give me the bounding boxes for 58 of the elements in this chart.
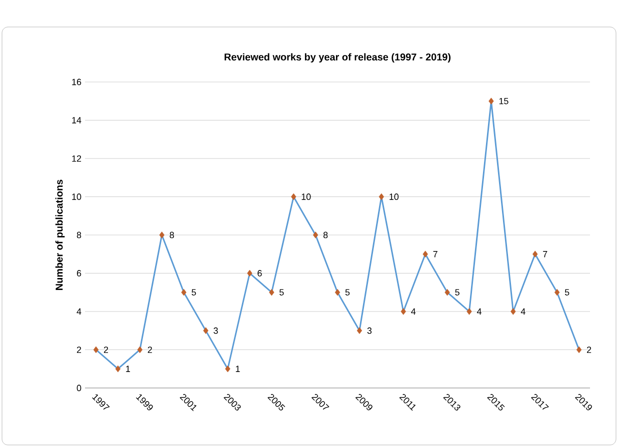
point bbox=[532, 250, 538, 258]
data-label: 5 bbox=[455, 289, 460, 296]
data-label: 8 bbox=[170, 232, 174, 238]
point bbox=[159, 232, 164, 238]
point bbox=[422, 250, 428, 258]
data-label: 10 bbox=[302, 194, 311, 200]
data-label: 2 bbox=[148, 346, 152, 353]
point bbox=[444, 288, 450, 296]
data-label: 5 bbox=[280, 289, 284, 296]
point bbox=[356, 327, 362, 334]
data-label: 4 bbox=[520, 308, 526, 315]
y-tick-label: 8 bbox=[76, 232, 82, 238]
data-label: 5 bbox=[564, 289, 570, 296]
y-tick-label: 0 bbox=[76, 384, 82, 392]
data-label: 15 bbox=[499, 98, 508, 104]
point bbox=[576, 346, 582, 354]
data-label: 4 bbox=[411, 308, 416, 315]
point bbox=[225, 365, 230, 372]
x-tick-label: 1997 bbox=[92, 394, 110, 410]
data-label: 1 bbox=[236, 366, 240, 372]
data-label: 6 bbox=[258, 270, 262, 276]
y-tick-label: 12 bbox=[72, 155, 82, 162]
data-label: 2 bbox=[586, 346, 592, 353]
y-tick-label: 16 bbox=[72, 78, 82, 86]
y-tick-label: 2 bbox=[76, 346, 82, 353]
point bbox=[334, 288, 340, 296]
point bbox=[378, 193, 384, 200]
point bbox=[488, 98, 494, 104]
point bbox=[247, 270, 252, 277]
point bbox=[137, 346, 142, 354]
point bbox=[115, 365, 121, 372]
point bbox=[181, 288, 186, 296]
data-label: 10 bbox=[390, 194, 399, 200]
y-tick-label: 10 bbox=[72, 194, 82, 200]
point bbox=[93, 346, 99, 354]
chart-title: Reviewed works by year of release (1997 - 2019) bbox=[224, 53, 451, 62]
data-label: 5 bbox=[192, 289, 196, 296]
point bbox=[203, 327, 208, 334]
data-label: 3 bbox=[367, 327, 372, 334]
point bbox=[291, 193, 296, 200]
data-label: 5 bbox=[345, 289, 350, 296]
y-tick-label: 6 bbox=[76, 270, 82, 276]
point bbox=[400, 308, 406, 315]
y-tick-label: 14 bbox=[72, 117, 82, 124]
data-label: 4 bbox=[476, 308, 482, 315]
data-label: 8 bbox=[323, 232, 328, 238]
point bbox=[312, 232, 318, 238]
data-label: 1 bbox=[126, 366, 130, 372]
data-label: 2 bbox=[104, 346, 108, 353]
data-label: 7 bbox=[433, 251, 438, 258]
point bbox=[510, 308, 516, 315]
point bbox=[554, 288, 560, 296]
data-label: 3 bbox=[214, 327, 218, 334]
point bbox=[466, 308, 472, 315]
data-label: 7 bbox=[543, 251, 548, 258]
y-tick-label: 4 bbox=[76, 308, 82, 315]
point bbox=[269, 288, 274, 296]
y-axis-title: Number of publications bbox=[55, 180, 65, 290]
